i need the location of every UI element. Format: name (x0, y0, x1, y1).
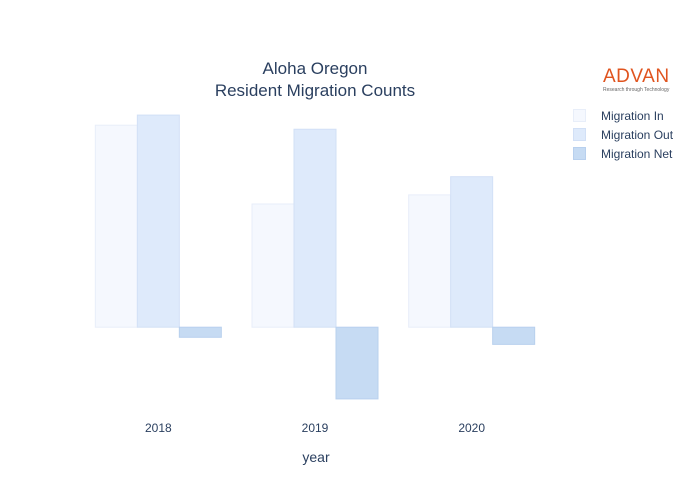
chart-title-line2: Resident Migration Counts (214, 81, 416, 100)
bar-migration-net-2020[interactable] (492, 326, 536, 345)
x-axis-label: year (302, 449, 330, 465)
legend-item-migration-in[interactable]: Migration In (573, 106, 673, 125)
advan-logo: ADVAN Research through Technology (603, 67, 673, 93)
legend-item-migration-out[interactable]: Migration Out (573, 125, 673, 144)
legend-label: Migration Net (601, 146, 673, 161)
logo-wordmark: ADVAN (603, 66, 670, 87)
legend-label: Migration In (601, 108, 664, 123)
legend-item-migration-net[interactable]: Migration Net (573, 144, 673, 163)
x-tick-labels: 2018 2019 2020 (145, 421, 485, 435)
bar-migration-out-2019[interactable] (293, 128, 337, 328)
chart-title-line1: Aloha Oregon (262, 59, 368, 78)
x-tick-label-2020: 2020 (458, 421, 485, 435)
bar-migration-out-2020[interactable] (450, 176, 494, 328)
bar-migration-in-2020[interactable] (408, 194, 452, 328)
bar-migration-net-2018[interactable] (178, 326, 222, 338)
logo-tagline: Research through Technology (603, 87, 670, 93)
x-tick-label-2019: 2019 (302, 421, 329, 435)
legend-label: Migration Out (601, 127, 674, 142)
legend-swatch-migration-out (573, 128, 586, 141)
bar-migration-in-2019[interactable] (251, 203, 295, 328)
legend-swatch-migration-in (573, 109, 586, 122)
bar-migration-net-2019[interactable] (335, 326, 379, 400)
legend-swatch-migration-net (573, 147, 586, 160)
bar-migration-out-2018[interactable] (136, 114, 180, 328)
legend: Migration In Migration Out Migration Net (573, 106, 673, 163)
bars-layer (94, 114, 536, 400)
x-tick-label-2018: 2018 (145, 421, 172, 435)
bar-migration-in-2018[interactable] (94, 124, 138, 328)
